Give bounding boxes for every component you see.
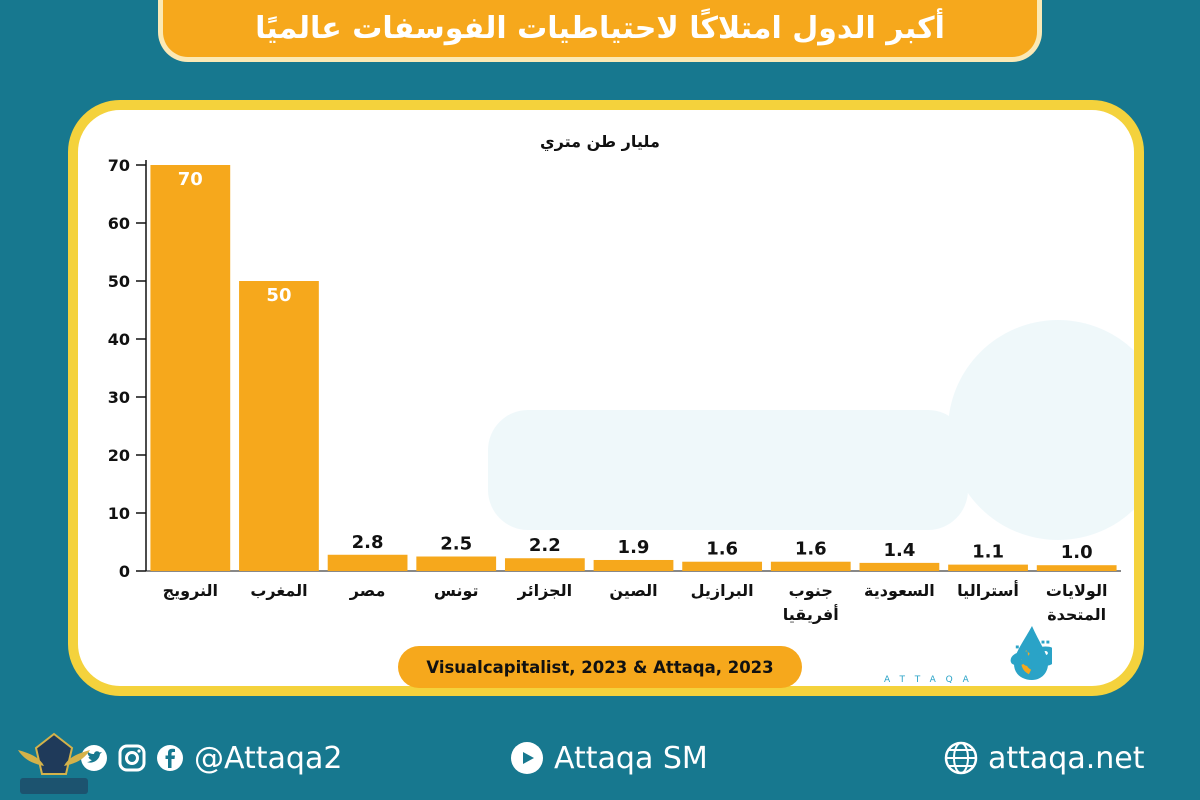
bar-value-label: 50 [266, 285, 291, 306]
x-category-label: المتحدة [1047, 605, 1106, 624]
x-category-label: أفريقيا [783, 604, 839, 624]
x-category-label: الجزائر [517, 581, 572, 600]
y-tick-label: 60 [108, 214, 130, 233]
y-tick-label: 40 [108, 330, 130, 349]
social-handle[interactable]: @Attaqa2 [194, 740, 343, 776]
bar-value-label: 70 [178, 169, 203, 190]
x-category-label: البرازيل [691, 581, 754, 600]
footer-social: @Attaqa2 [80, 730, 342, 786]
bar [416, 556, 497, 571]
attaqa-logo: الطاقة ATTAQA [884, 626, 1052, 684]
source-label: Visualcapitalist, 2023 & Attaqa, 2023 [398, 646, 802, 688]
youtube-channel[interactable]: Attaqa SM [554, 740, 708, 776]
x-category-label: السعودية [864, 581, 935, 600]
bar [239, 281, 319, 571]
y-tick-label: 10 [108, 504, 130, 523]
bar [593, 559, 674, 571]
facebook-icon[interactable] [156, 744, 184, 772]
bar-chart: 0 10 20 30 40 50 60 70 70 النرويج 50 المغرب 2.8 مصر 2.… [108, 156, 1121, 624]
logo-text: الطاقة [1008, 630, 1052, 676]
globe-icon[interactable] [944, 741, 978, 775]
title-banner: أكبر الدول امتلاكًا لاحتياطيات الفوسفات … [158, 0, 1042, 62]
y-axis-unit-label: مليار طن متري [540, 132, 660, 151]
bar [504, 558, 585, 571]
bar [770, 561, 851, 571]
bar-value-label: 2.8 [352, 532, 384, 553]
bar-value-label: 1.1 [972, 542, 1004, 563]
bar [859, 562, 940, 571]
bar [948, 564, 1028, 571]
y-tick-label: 0 [119, 562, 130, 581]
x-category-label: مصر [349, 581, 386, 600]
y-tick-label: 20 [108, 446, 130, 465]
x-category-label: الولايات [1046, 581, 1108, 600]
x-category-label: المغرب [250, 581, 307, 600]
footer-youtube: Attaqa SM [510, 730, 708, 786]
x-category-label: جنوب [789, 581, 833, 600]
youtube-icon[interactable] [510, 741, 544, 775]
y-tick-label: 30 [108, 388, 130, 407]
y-tick-label: 70 [108, 156, 130, 175]
x-category-label: الصين [609, 581, 657, 600]
bar-value-label: 1.9 [618, 537, 650, 558]
x-category-label: النرويج [163, 581, 218, 600]
bar [327, 554, 408, 571]
bar-value-label: 1.6 [706, 539, 738, 560]
instagram-icon[interactable] [118, 744, 146, 772]
website-link[interactable]: attaqa.net [988, 740, 1145, 776]
x-category-label: تونس [434, 581, 479, 600]
bar-value-label: 1.4 [883, 540, 915, 561]
logo-subtext: ATTAQA [884, 675, 979, 684]
y-tick-label: 50 [108, 272, 130, 291]
bar [1036, 565, 1117, 571]
footer-website: attaqa.net [944, 730, 1145, 786]
bar [682, 561, 763, 571]
bar-value-label: 1.0 [1061, 542, 1093, 563]
bar-value-label: 2.5 [440, 534, 472, 555]
bar-value-label: 1.6 [795, 539, 827, 560]
x-category-label: أستراليا [957, 580, 1019, 600]
chart-title: أكبر الدول امتلاكًا لاحتياطيات الفوسفات … [255, 11, 945, 46]
bar-value-label: 2.2 [529, 535, 561, 556]
forum-badge-logo [18, 732, 90, 794]
bar [150, 165, 231, 571]
